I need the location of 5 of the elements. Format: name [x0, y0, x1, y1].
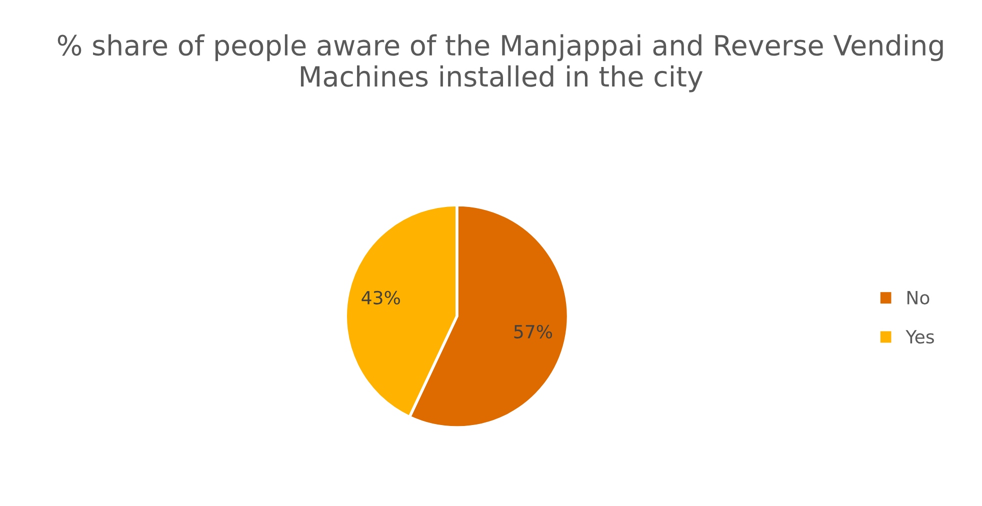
- legend-label: No: [907, 291, 930, 304]
- chart-title: % share of people aware of the Manjappai and Reverse Vending Machines installed in the city: [58, 34, 943, 92]
- data-label: 57%: [514, 324, 552, 338]
- data-label: 43%: [362, 290, 400, 304]
- legend-label: Yes: [906, 330, 934, 344]
